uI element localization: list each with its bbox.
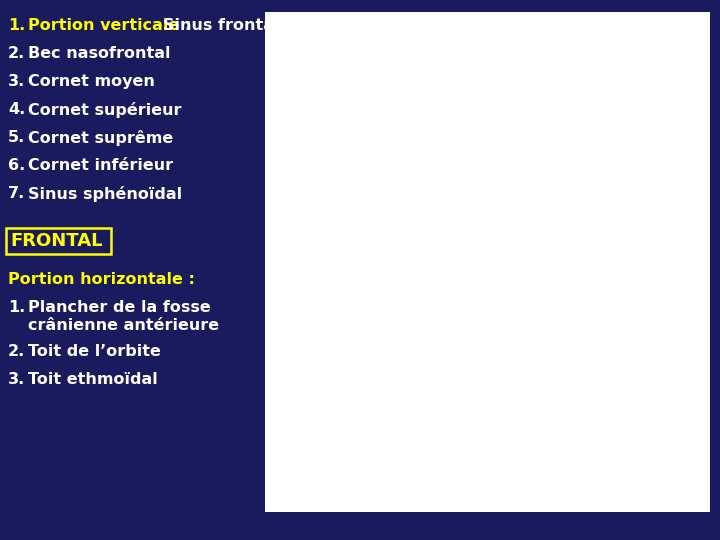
Text: 3.: 3. [8, 372, 25, 387]
Text: Portion horizontale :: Portion horizontale : [8, 272, 200, 287]
Text: Plancher de la fosse: Plancher de la fosse [28, 300, 211, 315]
Text: Toit de l’orbite: Toit de l’orbite [28, 344, 161, 359]
Text: Sinus frontal: Sinus frontal [163, 18, 279, 33]
Text: Cornet inférieur: Cornet inférieur [28, 158, 173, 173]
Text: 2.: 2. [8, 46, 25, 61]
Text: 1.: 1. [8, 300, 25, 315]
Text: Cornet moyen: Cornet moyen [28, 74, 155, 89]
Bar [265, 12, 710, 512]
Text: 5.: 5. [8, 130, 25, 145]
Text: Cornet supérieur: Cornet supérieur [28, 102, 181, 118]
Text: 1.: 1. [8, 18, 25, 33]
Text: Bec nasofrontal: Bec nasofrontal [28, 46, 171, 61]
Bar [6, 228, 111, 254]
Text: 2.: 2. [8, 344, 25, 359]
Text: 6.: 6. [8, 158, 25, 173]
Text: crânienne antérieure: crânienne antérieure [28, 318, 219, 333]
Text: FRONTAL: FRONTAL [10, 232, 102, 250]
Text: 3.: 3. [8, 74, 25, 89]
Text: Portion verticale :: Portion verticale : [28, 18, 197, 33]
Text: 4.: 4. [8, 102, 25, 117]
Text: Sinus sphénoïdal: Sinus sphénoïdal [28, 186, 182, 202]
Text: Toit ethmoïdal: Toit ethmoïdal [28, 372, 158, 387]
Text: Cornet suprême: Cornet suprême [28, 130, 174, 146]
Text: 7.: 7. [8, 186, 25, 201]
